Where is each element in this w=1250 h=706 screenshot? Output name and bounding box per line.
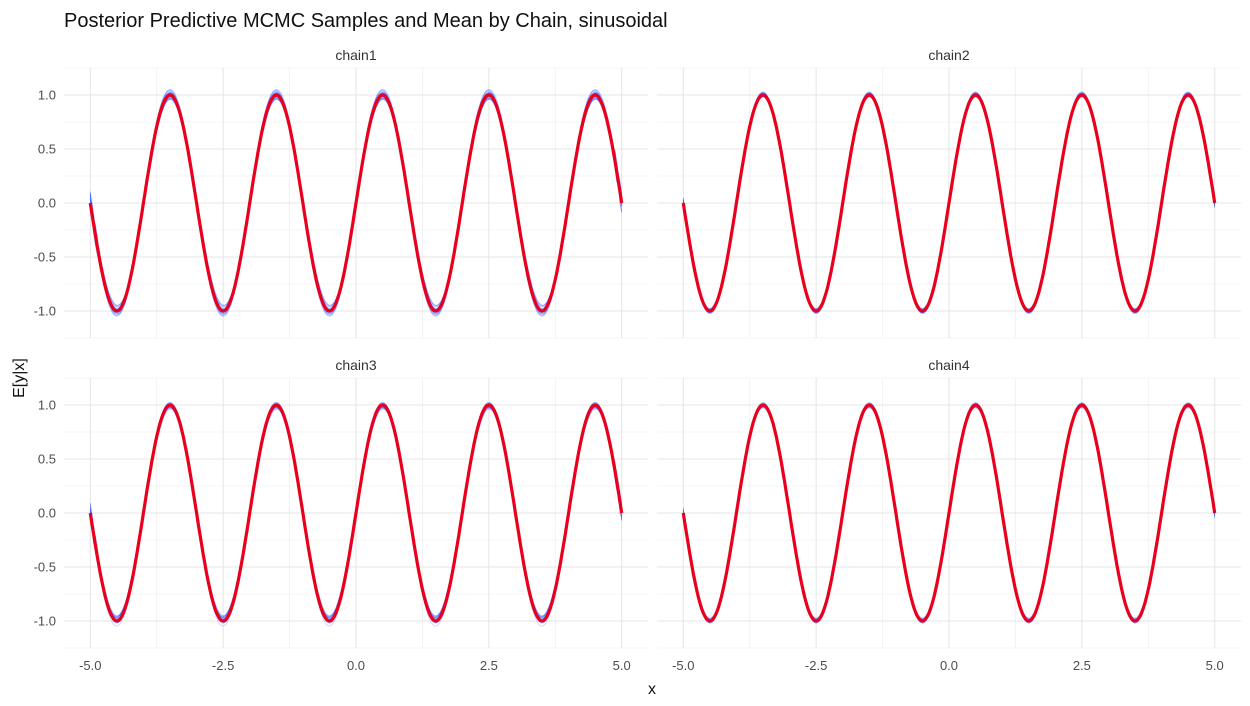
y-tick-label: -0.5: [34, 560, 56, 575]
y-tick-label: 0.5: [38, 452, 56, 467]
chart-title: Posterior Predictive MCMC Samples and Me…: [64, 10, 668, 32]
x-tick-label: 2.5: [1073, 658, 1091, 673]
posterior-mean-line: [88, 93, 624, 313]
facet-strip-label: chain2: [928, 47, 969, 63]
x-tick-label: -2.5: [212, 658, 234, 673]
x-tick-label: 0.0: [347, 658, 365, 673]
facet-chain2: chain2: [657, 47, 1241, 339]
x-tick-label: 5.0: [1206, 658, 1224, 673]
x-tick-label: -5.0: [79, 658, 101, 673]
facet-chain4: chain4 -5.0 -2.5 0.0 2.5 5.0: [657, 357, 1241, 673]
x-tick-label: 2.5: [480, 658, 498, 673]
y-tick-label: -1.0: [34, 614, 56, 629]
x-tick-label: 0.0: [940, 658, 958, 673]
posterior-mean-line: [681, 93, 1217, 313]
y-tick-label: 0.0: [38, 196, 56, 211]
y-tick-label: 0.5: [38, 142, 56, 157]
facet-strip-label: chain4: [928, 357, 969, 373]
y-tick-label: 1.0: [38, 88, 56, 103]
grid-lines: [657, 377, 1241, 649]
x-tick-label: 5.0: [613, 658, 631, 673]
y-tick-label: -1.0: [34, 304, 56, 319]
facet-strip-label: chain3: [335, 357, 376, 373]
facet-chain3: chain3 -1.0 -0.5 0.0 0.5 1.0 -5.0 -2.5 0.0 2.5 5.0: [34, 357, 648, 673]
y-axis-label: E[y|x]: [11, 358, 28, 398]
facet-panels: chain1 -1.0 -0.5 0.0 0.5 1.0 chain2 chain3 -1.0 -…: [34, 47, 1241, 673]
y-tick-label: 0.0: [38, 506, 56, 521]
y-tick-label: -0.5: [34, 250, 56, 265]
grid-lines: [657, 67, 1241, 339]
x-axis-label: x: [648, 681, 656, 698]
y-tick-label: 1.0: [38, 398, 56, 413]
posterior-mean-line: [88, 403, 624, 623]
x-tick-label: -2.5: [805, 658, 827, 673]
facet-strip-label: chain1: [335, 47, 376, 63]
facet-chain1: chain1 -1.0 -0.5 0.0 0.5 1.0: [34, 47, 648, 339]
posterior-mean-line: [681, 403, 1217, 623]
x-tick-label: -5.0: [672, 658, 694, 673]
